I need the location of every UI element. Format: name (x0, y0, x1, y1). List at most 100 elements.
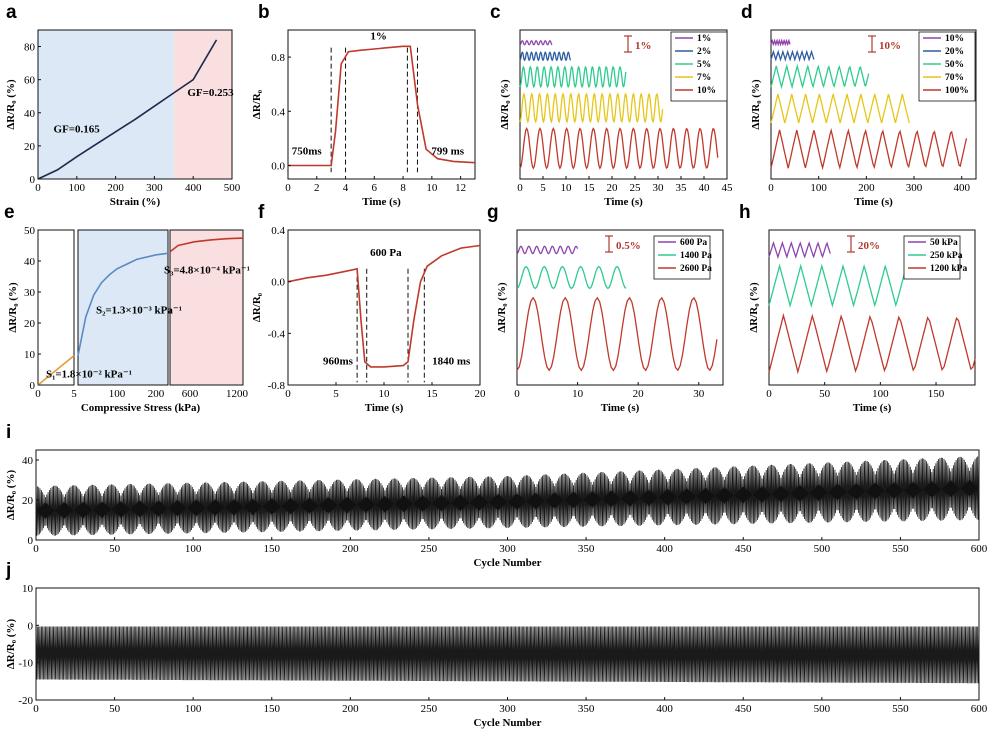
sensitivity-label-3: S₃=4.8×10⁻⁴ kPa⁻¹ (164, 264, 250, 276)
x-tick-label: 8 (400, 182, 406, 194)
x-tick-label: 40 (699, 182, 711, 194)
x-tick-label: 20 (633, 388, 645, 400)
x-tick-label: 200 (858, 182, 875, 194)
legend-label: 2% (697, 47, 711, 57)
x-tick-label: 400 (656, 703, 673, 715)
panel-b: b 1% 750ms 799 ms 0 2 4 6 8 10 12 0.0 0.4 0.8 Time (s)… (251, 2, 476, 208)
cycle-series-3 (516, 296, 718, 372)
y-axis-label: ΔR/R₀ (251, 89, 263, 119)
x-tick-label: 0 (35, 182, 41, 194)
plot-frame-b (287, 29, 476, 180)
y-tick-label: 20 (24, 141, 36, 153)
y-tick-label: 0 (28, 535, 34, 547)
cycle-series-1 (516, 245, 579, 255)
y-tick-label: 20 (22, 495, 34, 507)
plot-frame-g (516, 229, 724, 386)
pressure-level-label: 600 Pa (370, 247, 402, 259)
x-tick-label: 550 (892, 543, 909, 555)
x-tick-label: 12 (455, 182, 466, 194)
x-tick-label: 100 (810, 182, 827, 194)
x-tick-label: 50 (109, 543, 121, 555)
y-axis-label: ΔR/R₀ (%) (5, 619, 17, 670)
x-tick-label: 300 (146, 182, 163, 194)
x-tick-label: 450 (735, 703, 752, 715)
x-tick-label: 150 (264, 543, 281, 555)
x-tick-label: 550 (892, 703, 909, 715)
x-tick-label: 15 (584, 182, 596, 194)
x-tick-label: 200 (107, 182, 124, 194)
x-tick-label: 15 (427, 388, 439, 400)
x-tick-label: 35 (676, 182, 688, 194)
stress-curve-1 (37, 354, 75, 386)
y-axis-label: ΔR/R₀ (%) (7, 282, 19, 333)
x-tick-label: 0 (285, 182, 291, 194)
scale-bar-label: 0.5% (616, 240, 641, 252)
cycle-series-5 (519, 127, 719, 170)
x-tick-label: 400 (656, 543, 673, 555)
panel-label-a: a (6, 2, 17, 23)
x-tick-label: 0 (285, 388, 291, 400)
plot-frame-d (770, 29, 977, 180)
stress-curve-2 (77, 252, 169, 356)
cycle-series-5 (770, 127, 968, 171)
panel-g: g 600 Pa 1400 Pa 2600 Pa 0.5% 0 10 20 30 Time (s)… (487, 202, 724, 414)
x-axis-label: Time (s) (854, 196, 893, 208)
y-tick-label: 10 (24, 349, 36, 361)
legend-label: 10% (697, 86, 716, 96)
x-tick-label: 500 (814, 543, 831, 555)
x-tick-label: 100 (185, 703, 202, 715)
cycle-series-3 (770, 63, 870, 90)
x-tick-label: 300 (499, 543, 516, 555)
x-tick-label: 0 (35, 388, 41, 400)
y-tick-label: 0 (28, 620, 34, 632)
x-tick-label: 600 (971, 703, 988, 715)
panel-a: a GF=0.165 GF=0.253 0 100 200 300 400 500 0 20 40 60… (5, 2, 241, 208)
x-tick-label: 0 (517, 182, 523, 194)
y-tick-label: 0.4 (271, 106, 285, 118)
x-tick-label: 10 (572, 388, 584, 400)
sensitivity-label-1: S₁=1.8×10⁻² kPa⁻¹ (46, 368, 132, 380)
x-tick-label: 500 (814, 703, 831, 715)
cycle-trace (35, 626, 980, 684)
x-tick-label: 20 (475, 388, 487, 400)
panel-c: c 1% 2% 5% 7% 10% 1% 0 5 10 15 20 25 30 35 40 45 Time (s)… (490, 2, 733, 208)
y-tick-label: 40 (22, 455, 34, 467)
y-tick-label: 20 (24, 318, 36, 330)
x-tick-label: 600 (182, 388, 199, 400)
legend-label: 10% (945, 34, 964, 44)
response-time-label: 960ms (323, 355, 354, 367)
panel-label-j: j (5, 560, 11, 581)
x-tick-label: 300 (499, 703, 516, 715)
x-tick-label: 45 (722, 182, 734, 194)
strain-level-label: 1% (370, 30, 387, 42)
panel-label-b: b (258, 2, 270, 23)
strain-response-line (37, 39, 218, 180)
legend-box (653, 235, 711, 280)
x-tick-label: 25 (630, 182, 642, 194)
y-tick-label: 10 (22, 583, 34, 595)
legend-label: 7% (697, 73, 711, 83)
scale-bar-label: 10% (879, 40, 901, 52)
cycle-series-2 (770, 49, 815, 62)
legend-label: 70% (945, 73, 964, 83)
y-axis-label: ΔR/R₀ (%) (748, 282, 760, 333)
x-tick-label: 6 (372, 182, 378, 194)
panel-f: f 600 Pa 960ms 1840 ms 0 5 10 15 20 -0.8 -0.4 0.0 0.… (251, 202, 486, 414)
stress-region-3 (169, 229, 244, 386)
y-tick-label: 0.4 (271, 225, 285, 237)
legend-label: 5% (697, 60, 711, 70)
y-tick-label: 40 (24, 108, 36, 120)
x-tick-label: 250 (421, 703, 438, 715)
panel-label-d: d (741, 2, 753, 23)
cycle-series-2 (768, 263, 906, 309)
y-tick-label: 0.8 (271, 52, 285, 64)
plot-frame-h (768, 229, 976, 386)
x-tick-label: 350 (578, 543, 595, 555)
panel-i: i 0 50 100 150 200 250 300 350 400 450 500 550 600 0 20… (5, 422, 988, 569)
legend-label: 50 kPa (930, 238, 958, 248)
cycle-series-1 (770, 38, 791, 47)
x-tick-label: 5 (540, 182, 546, 194)
x-tick-label: 0 (768, 182, 774, 194)
cycle-series-4 (519, 92, 664, 124)
x-tick-label: 50 (109, 703, 121, 715)
